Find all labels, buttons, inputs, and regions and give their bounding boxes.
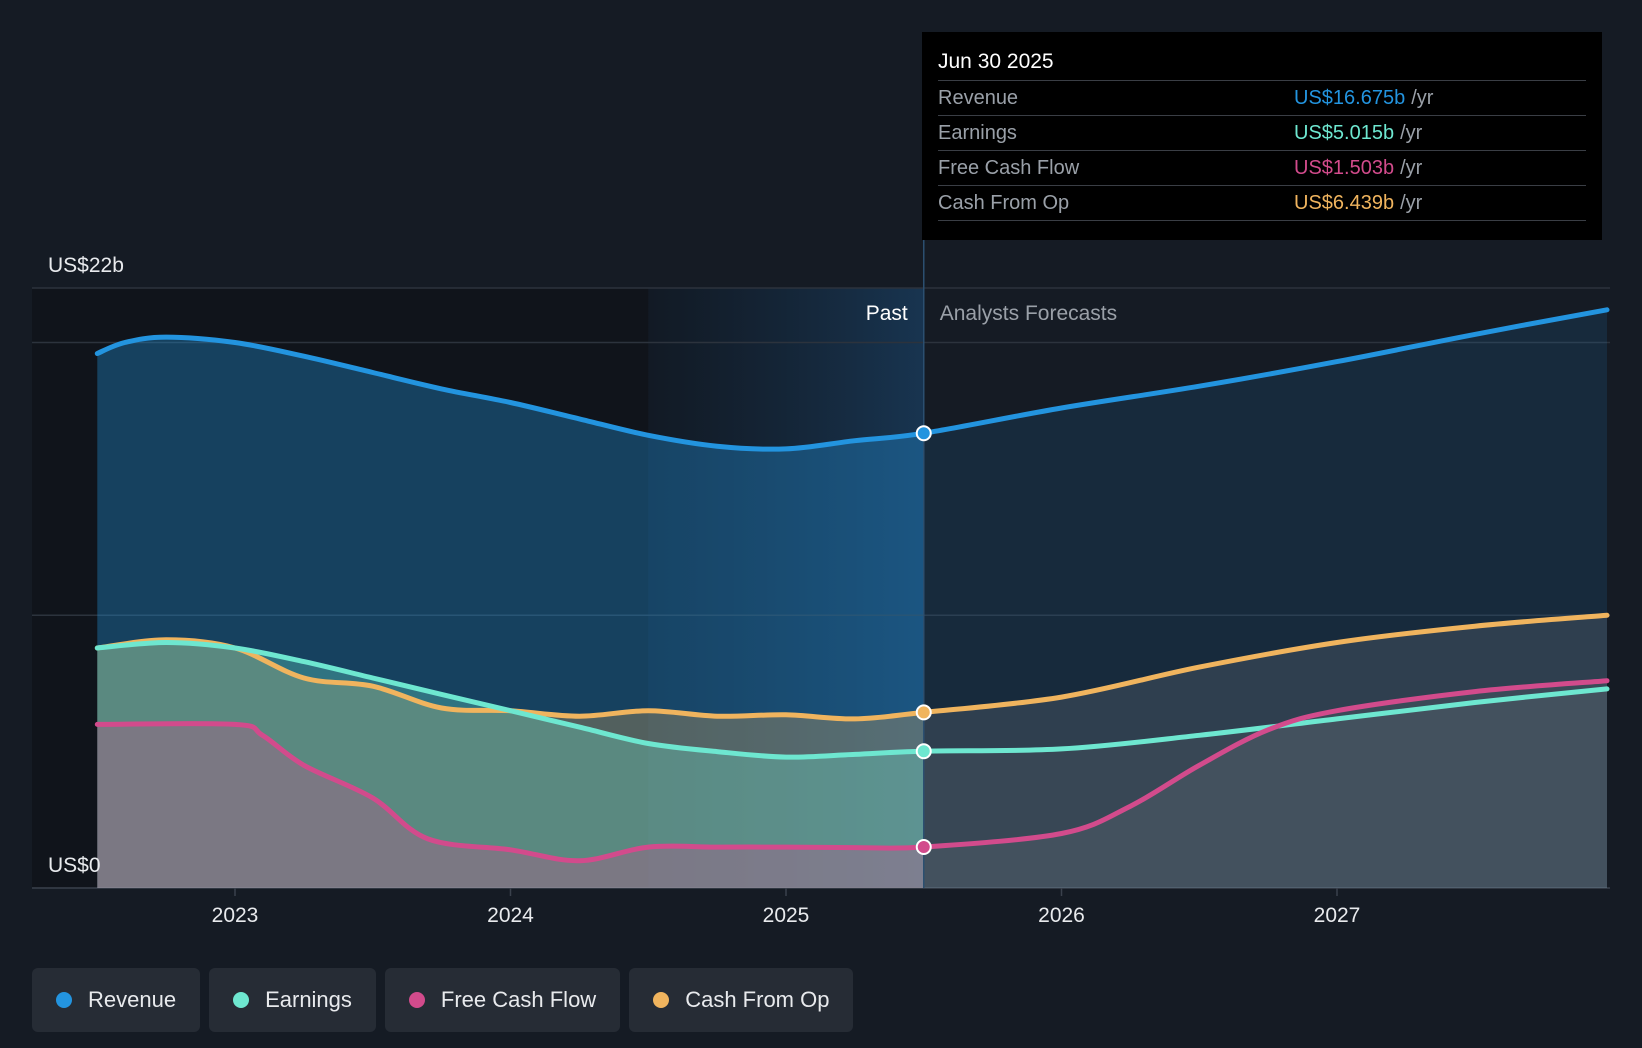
- earnings-marker: [915, 743, 932, 760]
- legend-label: Earnings: [265, 987, 352, 1012]
- legend-label: Revenue: [88, 987, 177, 1012]
- earnings-dot-icon: [233, 992, 250, 1008]
- legend-item-revenue[interactable]: Revenue: [32, 968, 201, 1032]
- tooltip-label: Earnings: [938, 122, 1017, 144]
- free-cash-flow-dot-icon: [408, 992, 425, 1008]
- earnings-area-past: [97, 642, 924, 888]
- tooltip-value: US$5.015b: [1294, 122, 1395, 144]
- earnings-area-forecast: [923, 688, 1607, 888]
- x-tick-label: 2026: [1038, 904, 1085, 927]
- tooltip-unit: /yr: [1400, 122, 1423, 144]
- past-label: Past: [866, 302, 908, 325]
- tooltip-label: Revenue: [938, 87, 1019, 109]
- tooltip-label: Cash From Op: [938, 192, 1070, 214]
- legend-item-earnings[interactable]: Earnings: [209, 968, 376, 1032]
- cash-from-op-marker: [915, 704, 932, 721]
- tooltip-value: US$6.439b: [1294, 192, 1395, 214]
- cash-from-op-area-forecast: [923, 615, 1607, 888]
- revenue-marker: [915, 425, 932, 442]
- legend-item-cash-from-op[interactable]: Cash From Op: [629, 968, 854, 1032]
- past-highlight-region: [648, 288, 924, 888]
- free-cash-flow-area-forecast: [923, 680, 1607, 888]
- tooltip: Jun 30 2025 Revenue US$16.675b /yr Earni…: [922, 32, 1602, 240]
- tooltip-unit: /yr: [1400, 157, 1423, 179]
- cash-from-op-dot-icon: [653, 992, 670, 1008]
- tooltip-row-cash-from-op: Cash From Op US$6.439b /yr: [938, 185, 1586, 221]
- tooltip-row-earnings: Earnings US$5.015b /yr: [938, 115, 1586, 150]
- legend: Revenue Earnings Free Cash Flow Cash Fro…: [32, 968, 854, 1032]
- x-tick-label: 2025: [763, 904, 810, 927]
- x-tick-label: 2024: [487, 904, 534, 927]
- tooltip-row-free-cash-flow: Free Cash Flow US$1.503b /yr: [938, 150, 1586, 185]
- free-cash-flow-marker: [915, 839, 932, 856]
- legend-label: Cash From Op: [685, 987, 830, 1012]
- y-axis-min-label: US$0: [48, 854, 101, 877]
- cash-from-op-area-past: [97, 639, 924, 888]
- revenue-line: [94, 307, 1610, 452]
- tooltip-label: Free Cash Flow: [938, 157, 1080, 179]
- y-axis-max-label: US$22b: [48, 254, 124, 277]
- tooltip-unit: /yr: [1411, 87, 1434, 109]
- tooltip-unit: /yr: [1400, 192, 1423, 214]
- revenue-area-forecast: [923, 309, 1607, 888]
- legend-item-free-cash-flow[interactable]: Free Cash Flow: [384, 968, 621, 1032]
- free-cash-flow-line: [94, 678, 1610, 864]
- tooltip-row-revenue: Revenue US$16.675b /yr: [938, 80, 1586, 115]
- cash-from-op-line: [94, 612, 1610, 722]
- free-cash-flow-area-past: [97, 723, 924, 888]
- tooltip-value: US$1.503b: [1294, 157, 1395, 179]
- x-tick-label: 2023: [212, 904, 259, 927]
- x-tick-label: 2027: [1314, 904, 1361, 927]
- revenue-dot-icon: [56, 992, 72, 1008]
- forecast-label: Analysts Forecasts: [940, 302, 1117, 325]
- tooltip-date: Jun 30 2025: [938, 50, 1054, 73]
- tooltip-value: US$16.675b: [1294, 87, 1406, 109]
- legend-label: Free Cash Flow: [440, 987, 597, 1012]
